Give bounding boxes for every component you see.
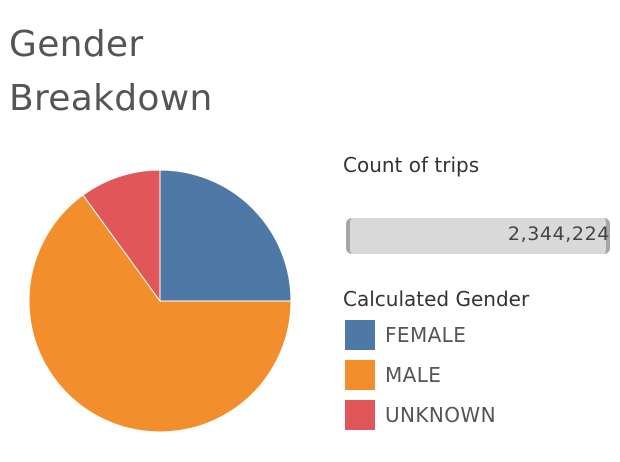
legend-swatch-unknown	[345, 400, 375, 430]
pie-slice-male[interactable]	[28, 194, 292, 433]
chart-title-line-2: Breakdown	[9, 78, 213, 119]
legend-label-female: FEMALE	[385, 323, 467, 347]
pie-chart-svg	[28, 169, 292, 433]
pie-slice-female[interactable]	[159, 169, 292, 302]
legend-title: Calculated Gender	[343, 287, 530, 311]
chart-title: Gender Breakdown	[9, 18, 309, 126]
legend-swatch-female	[345, 320, 375, 350]
range-filter-bar[interactable]	[346, 218, 610, 254]
legend-label-male: MALE	[385, 363, 442, 387]
legend-label-unknown: UNKNOWN	[385, 403, 496, 427]
range-filter-value: 2,344,224	[507, 223, 610, 245]
legend-item-unknown[interactable]: UNKNOWN	[345, 400, 496, 430]
legend-item-male[interactable]: MALE	[345, 360, 441, 390]
pie-chart	[0, 150, 320, 450]
pie-slice-unknown[interactable]	[82, 169, 161, 303]
chart-title-line-1: Gender	[9, 24, 144, 65]
legend-item-female[interactable]: FEMALE	[345, 320, 466, 350]
measure-label: Count of trips	[343, 153, 480, 177]
legend-swatch-male	[345, 360, 375, 390]
